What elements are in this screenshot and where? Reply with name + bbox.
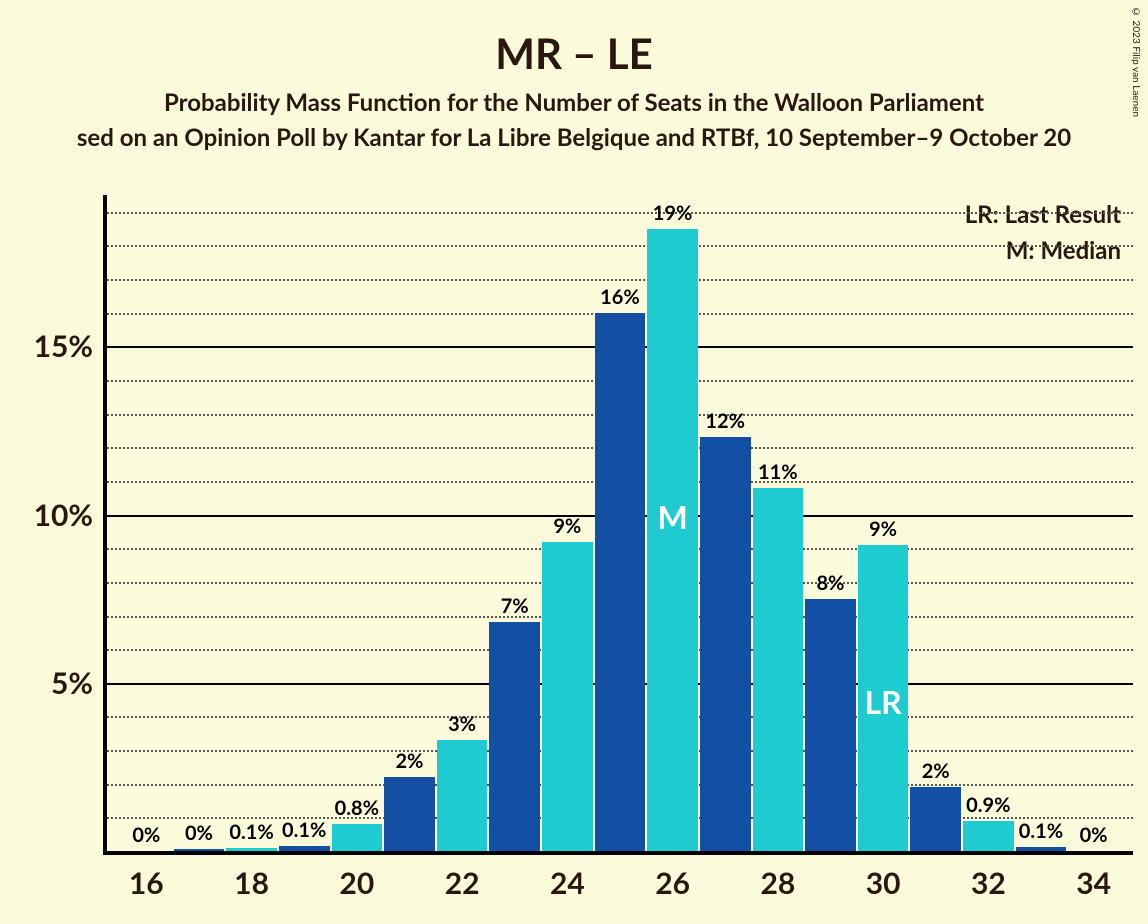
bar-wrap: 0.9% [963,195,1014,851]
bar-wrap: 11% [753,195,804,851]
bar-value-label: 0.1% [282,818,326,842]
bar-wrap: 0.1% [279,195,330,851]
chart-title: MR – LE [0,0,1148,78]
bar [647,229,698,851]
bar-wrap: 0% [174,195,225,851]
bar-value-label: 19% [653,201,693,225]
bar-value-label: 3% [448,712,476,736]
bar-annotation: M [657,497,687,536]
bar [332,824,383,851]
x-tick-label: 28 [760,865,795,901]
bar-value-label: 12% [705,409,745,433]
x-tick-label: 20 [339,865,374,901]
bar-value-label: 9% [869,517,897,541]
chart-subtitle: Probability Mass Function for the Number… [0,78,1148,117]
x-tick-label: 30 [866,865,901,901]
bar-value-label: 0.9% [966,793,1010,817]
x-tick-label: 18 [234,865,269,901]
bar [753,488,804,851]
bar-value-label: 8% [816,571,844,595]
y-tick-label: 10% [34,497,93,533]
bar-wrap: 7% [489,195,540,851]
bar-wrap: 0.8% [332,195,383,851]
bar-value-label: 16% [600,285,640,309]
x-tick-label: 16 [129,865,164,901]
bar-value-label: 11% [758,460,798,484]
bar-wrap: 0.1% [226,195,277,851]
bar-value-label: 0.1% [1019,819,1063,843]
bar-wrap: 9% LR [858,195,909,851]
bar [542,542,593,851]
bar-value-label: 9% [553,514,581,538]
copyright-text: © 2023 Filip van Laenen [1130,6,1142,117]
bars-container: 0% 0% 0.1% 0.1% 0.8% 2% 3% 7% 9% 16% 19% M 12% 11% 8% 9… [107,195,1133,851]
bar-wrap: 9% [542,195,593,851]
chart-area: LR: Last Result M: Median 0%0%0.1%0.1%0.… [103,195,1133,855]
x-tick-label: 26 [655,865,690,901]
bar-wrap: 19% M [647,195,698,851]
x-axis [103,851,1133,855]
bar [489,622,540,851]
bar [700,437,751,851]
bar-value-label: 7% [501,594,529,618]
bar-value-label: 0% [185,821,213,845]
bar-annotation: LR [864,682,901,721]
bar-wrap: 12% [700,195,751,851]
bar-wrap: 2% [910,195,961,851]
x-tick-label: 32 [971,865,1006,901]
y-axis [103,195,107,855]
bar [910,787,961,851]
x-tick-label: 24 [550,865,585,901]
x-tick-label: 34 [1076,865,1111,901]
y-tick-label: 15% [34,328,93,364]
bar [384,777,435,851]
bar-value-label: 0% [1080,823,1108,847]
bar-wrap: 0.1% [1016,195,1067,851]
bar-value-label: 0% [132,823,160,847]
bar [595,313,646,851]
bar-value-label: 0.1% [229,820,273,844]
x-tick-label: 22 [445,865,480,901]
bar [963,821,1014,851]
bar-wrap: 0% [121,195,172,851]
bar-wrap: 2% [384,195,435,851]
bar [805,599,856,851]
chart-subtitle-2: sed on an Opinion Poll by Kantar for La … [0,117,1148,152]
bar-wrap: 16% [595,195,646,851]
bar-value-label: 2% [395,749,423,773]
bar [437,740,488,851]
bar-value-label: 2% [922,759,950,783]
bar-wrap: 3% [437,195,488,851]
bar-value-label: 0.8% [335,796,379,820]
bar-wrap: 0% [1068,195,1119,851]
bar-wrap: 8% [805,195,856,851]
y-tick-label: 5% [51,665,93,701]
